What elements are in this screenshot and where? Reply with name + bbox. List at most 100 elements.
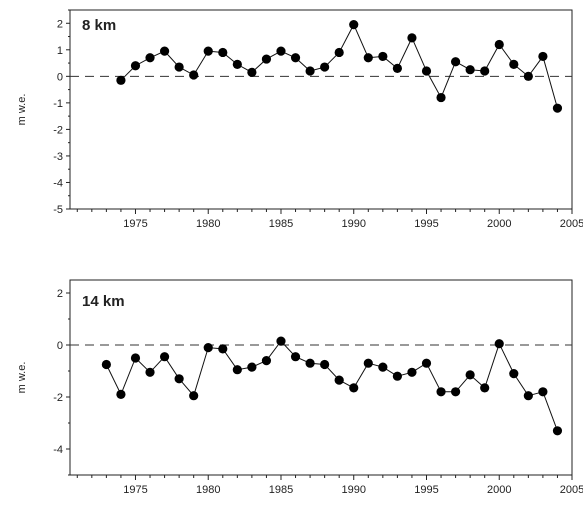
- data-point: [145, 53, 155, 63]
- data-point: [203, 343, 213, 353]
- data-point: [247, 362, 257, 372]
- x-tick-label: 2005: [560, 218, 583, 230]
- data-point: [116, 389, 126, 399]
- data-point: [101, 359, 111, 370]
- data-point: [392, 371, 402, 381]
- data-point: [261, 54, 272, 64]
- data-point: [450, 387, 461, 397]
- data-point: [552, 426, 563, 436]
- data-point: [320, 62, 330, 72]
- data-point: [436, 92, 446, 103]
- data-point: [203, 46, 213, 56]
- data-point: [334, 375, 344, 385]
- x-tick-label: 1975: [123, 484, 147, 496]
- y-tick-label: -4: [53, 177, 63, 189]
- x-tick-label: 1990: [341, 484, 365, 496]
- data-point: [509, 59, 519, 69]
- data-point: [436, 387, 446, 397]
- data-point: [538, 51, 548, 62]
- x-tick-label: 2000: [487, 218, 511, 230]
- data-point: [290, 352, 301, 362]
- plot-frame: [69, 279, 573, 476]
- data-point: [218, 47, 228, 58]
- x-tick-label: 2005: [560, 484, 583, 496]
- data-point: [494, 39, 504, 50]
- data-point: [421, 358, 432, 368]
- data-point: [421, 66, 432, 76]
- data-point: [349, 19, 359, 30]
- series-line: [120, 23, 558, 109]
- y-tick-label: 2: [57, 18, 63, 30]
- data-point: [450, 57, 461, 67]
- y-tick-label: 0: [57, 340, 63, 352]
- data-point: [480, 66, 490, 76]
- y-tick-label: 2: [57, 288, 63, 300]
- x-tick-label: 1995: [414, 484, 438, 496]
- data-point: [378, 362, 388, 372]
- data-point: [130, 61, 141, 71]
- data-point: [290, 53, 301, 63]
- data-point: [320, 359, 330, 370]
- y-tick-label: -4: [53, 444, 63, 456]
- y-tick-label: -2: [53, 124, 63, 136]
- data-point: [276, 336, 286, 346]
- y-tick-label: -5: [53, 204, 63, 216]
- data-point: [189, 391, 199, 401]
- y-tick-label: -3: [53, 151, 63, 163]
- chart-panel-1: 1975 1980 1985 1990 1995 2000 2005 2 1 0 -1 -2 -3 -4 -…: [16, 9, 583, 230]
- y-tick-label: 1: [57, 45, 63, 57]
- data-point: [509, 369, 519, 379]
- data-point: [407, 367, 417, 377]
- data-point: [159, 46, 170, 56]
- data-point: [261, 356, 272, 366]
- data-point: [363, 53, 373, 63]
- data-point: [392, 63, 402, 73]
- data-point: [305, 358, 315, 368]
- x-tick-label: 1980: [196, 218, 220, 230]
- y-tick-label: 0: [57, 71, 63, 83]
- data-point: [523, 71, 533, 81]
- plot-frame: [69, 9, 573, 210]
- data-point: [174, 62, 184, 72]
- y-tick-label: -2: [53, 392, 63, 404]
- data-point: [407, 33, 417, 43]
- data-point: [130, 353, 141, 363]
- y-axis-title: m w.e.: [16, 362, 28, 394]
- series-line: [105, 340, 558, 431]
- data-point: [334, 47, 344, 58]
- data-point: [232, 59, 242, 69]
- data-point: [305, 66, 315, 76]
- data-point: [116, 75, 126, 85]
- data-point: [465, 370, 475, 380]
- panel-title: 8 km: [82, 17, 116, 34]
- x-tick-label: 1990: [341, 218, 365, 230]
- data-point: [523, 391, 533, 401]
- data-point: [145, 367, 155, 377]
- data-point: [378, 51, 388, 62]
- data-point: [189, 70, 199, 80]
- x-tick-label: 2000: [487, 484, 511, 496]
- y-axis-title: m w.e.: [16, 94, 28, 126]
- data-point: [247, 67, 257, 77]
- data-point: [552, 103, 563, 113]
- data-point: [494, 339, 504, 349]
- data-point: [480, 383, 490, 393]
- data-point: [276, 46, 286, 56]
- data-point: [465, 65, 475, 75]
- data-point: [159, 352, 170, 362]
- data-point: [538, 387, 548, 397]
- data-point: [218, 344, 228, 354]
- chart-panel-2: 1975 1980 1985 1990 1995 2000 2005 2 0 -2 -4 m w.e.…: [16, 279, 583, 496]
- data-point: [349, 383, 359, 393]
- x-tick-label: 1980: [196, 484, 220, 496]
- data-point: [174, 374, 184, 384]
- panel-title: 14 km: [82, 293, 125, 310]
- data-point: [232, 365, 242, 375]
- data-point: [363, 358, 373, 368]
- x-tick-label: 1975: [123, 218, 147, 230]
- y-tick-label: -1: [53, 98, 63, 110]
- x-tick-label: 1985: [269, 484, 293, 496]
- x-tick-label: 1995: [414, 218, 438, 230]
